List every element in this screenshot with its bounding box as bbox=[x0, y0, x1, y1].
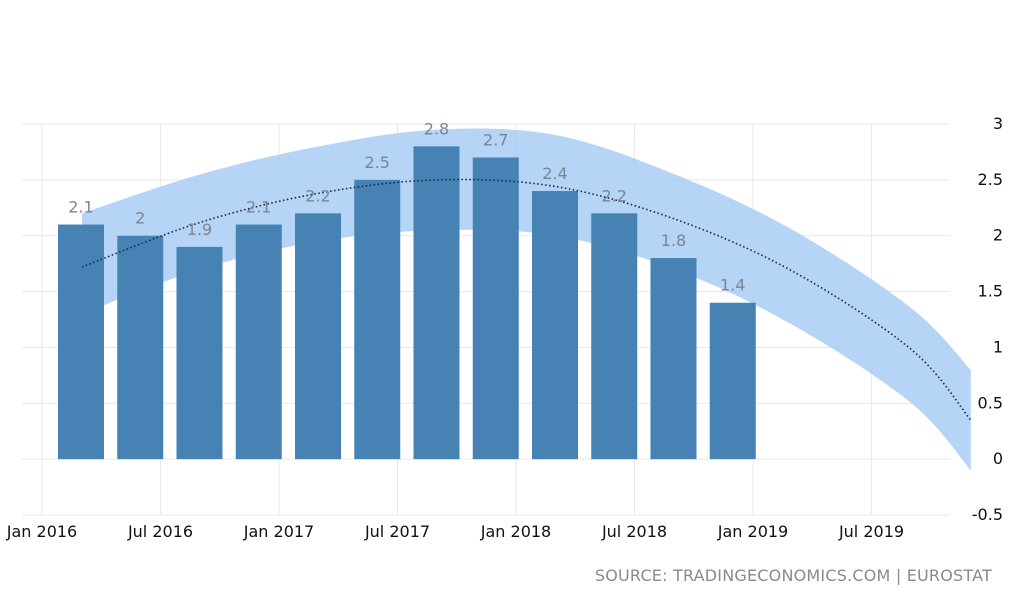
bar-labels: 2.1 2 1.9 2.1 2.2 2.5 2.8 2.7 2.4 2.2 1.8 1.4 bbox=[68, 119, 745, 294]
bar bbox=[532, 191, 578, 460]
x-tick-label: Jul 2019 bbox=[838, 522, 904, 541]
bar bbox=[650, 258, 697, 460]
bar bbox=[117, 235, 164, 460]
bar bbox=[472, 157, 519, 460]
bar-data-label: 2.1 bbox=[246, 198, 271, 217]
bar bbox=[413, 146, 460, 460]
bar bbox=[709, 302, 756, 460]
y-tick-label: 3 bbox=[993, 114, 1003, 133]
y-axis-ticks: 3 2.5 2 1.5 1 0.5 0 -0.5 bbox=[972, 114, 1003, 524]
y-tick-label: 2 bbox=[993, 226, 1003, 245]
bar-data-label: 1.4 bbox=[720, 276, 745, 295]
bar-data-label: 2.4 bbox=[542, 164, 567, 183]
y-tick-label: 0.5 bbox=[978, 393, 1003, 412]
y-tick-label: 0 bbox=[993, 449, 1003, 468]
bar bbox=[235, 224, 282, 460]
bar-data-label: 2.2 bbox=[305, 186, 330, 205]
y-tick-label: 1 bbox=[993, 337, 1003, 356]
bar-data-label: 1.9 bbox=[187, 220, 212, 239]
x-tick-label: Jan 2016 bbox=[6, 522, 77, 541]
x-tick-label: Jan 2017 bbox=[243, 522, 314, 541]
y-tick-label: -0.5 bbox=[972, 505, 1003, 524]
x-tick-label: Jan 2019 bbox=[717, 522, 788, 541]
bar bbox=[58, 224, 104, 460]
bar-data-label: 2.8 bbox=[424, 119, 449, 138]
bar-data-label: 1.8 bbox=[661, 231, 686, 250]
bar-data-label: 2.5 bbox=[365, 153, 390, 172]
bars bbox=[58, 146, 756, 460]
bar bbox=[176, 246, 223, 460]
x-axis-ticks: Jan 2016 Jul 2016 Jan 2017 Jul 2017 Jan 2018… bbox=[6, 522, 904, 541]
bar bbox=[295, 213, 341, 460]
bar-data-label: 2.7 bbox=[483, 131, 508, 150]
x-tick-label: Jul 2017 bbox=[364, 522, 430, 541]
x-tick-label: Jan 2018 bbox=[480, 522, 551, 541]
bar bbox=[591, 213, 638, 460]
source-attribution: SOURCE: TRADINGECONOMICS.COM | EUROSTAT bbox=[594, 566, 992, 585]
x-tick-label: Jul 2018 bbox=[601, 522, 667, 541]
bar-data-label: 2.2 bbox=[602, 186, 627, 205]
y-tick-label: 2.5 bbox=[978, 170, 1003, 189]
bar-data-label: 2.1 bbox=[68, 198, 93, 217]
x-tick-label: Jul 2016 bbox=[127, 522, 193, 541]
bar bbox=[354, 179, 401, 460]
bar-data-label: 2 bbox=[135, 209, 145, 228]
y-tick-label: 1.5 bbox=[978, 282, 1003, 301]
